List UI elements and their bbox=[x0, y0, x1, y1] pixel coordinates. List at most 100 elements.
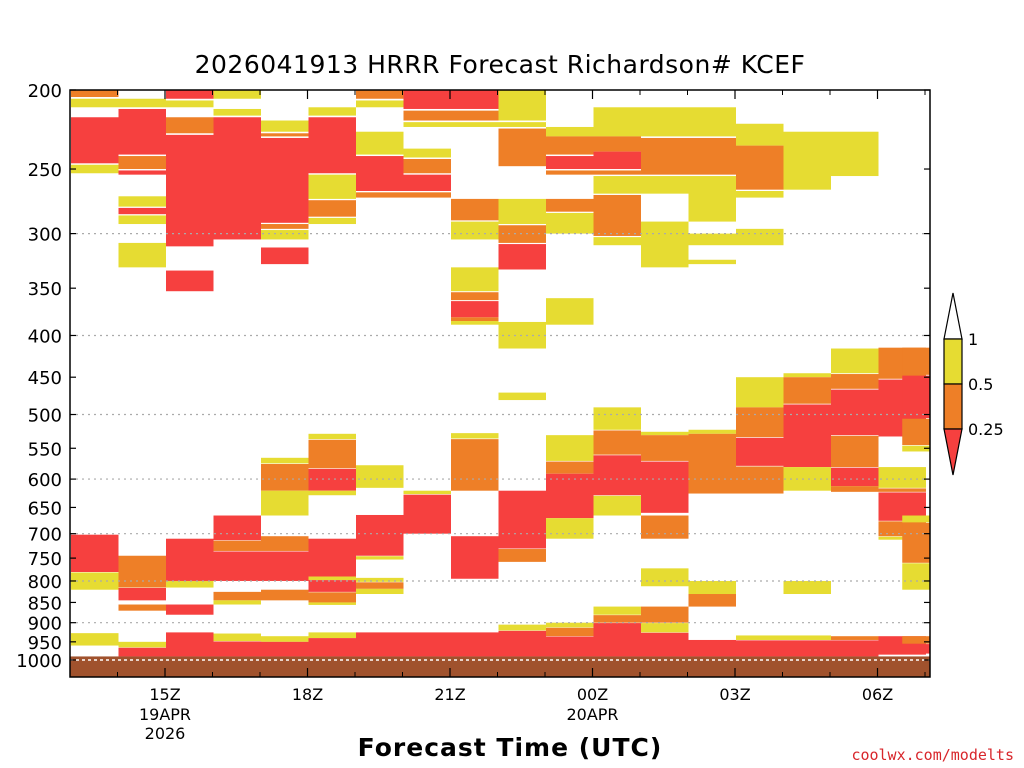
y-tick-label: 250 bbox=[28, 160, 62, 181]
heatmap-cell bbox=[261, 641, 309, 657]
heatmap-cell bbox=[261, 551, 309, 581]
heatmap-cell bbox=[403, 90, 451, 109]
ground-band bbox=[70, 656, 930, 677]
heatmap-cell bbox=[403, 110, 451, 121]
heatmap-cell bbox=[593, 455, 641, 496]
y-tick-label: 750 bbox=[28, 549, 62, 570]
heatmap-cell bbox=[166, 632, 214, 657]
heatmap-cell bbox=[641, 221, 689, 268]
heatmap-cell bbox=[498, 198, 546, 225]
heatmap-cell bbox=[831, 389, 879, 436]
heatmap-cell bbox=[451, 301, 499, 318]
heatmap-cell bbox=[783, 377, 831, 404]
heatmap-cell bbox=[498, 128, 546, 167]
heatmap-cell bbox=[451, 221, 499, 240]
heatmap-cell bbox=[356, 577, 404, 582]
heatmap-cell bbox=[831, 348, 879, 374]
heatmap-cell bbox=[736, 377, 784, 408]
heatmap-cell bbox=[356, 156, 404, 191]
heatmap-cell bbox=[451, 439, 499, 491]
heatmap-cell bbox=[403, 122, 451, 127]
x-axis-label: Forecast Time (UTC) bbox=[357, 733, 663, 762]
heatmap-cell bbox=[688, 429, 736, 434]
heatmap-cell bbox=[118, 207, 166, 215]
heatmap-cell bbox=[783, 467, 831, 491]
heatmap-cell bbox=[902, 644, 930, 654]
heatmap-cell bbox=[688, 137, 736, 175]
heatmap-cell bbox=[166, 270, 214, 292]
heatmap-cell bbox=[546, 627, 594, 637]
heatmap-cell bbox=[546, 461, 594, 474]
heatmap-cell bbox=[783, 580, 831, 595]
axes: 200 250 300 350 400 450 500 550 600 650 700 7508008… bbox=[16, 81, 931, 743]
heatmap-cell bbox=[213, 90, 261, 99]
heatmap-cell bbox=[831, 467, 879, 487]
heatmap-cell bbox=[213, 515, 261, 541]
heatmap-cell bbox=[356, 90, 404, 99]
heatmap-cell bbox=[403, 148, 451, 158]
heatmap-cell bbox=[451, 433, 499, 439]
heatmap-cell bbox=[498, 624, 546, 631]
heatmap-cell bbox=[688, 107, 736, 137]
heatmap-cell bbox=[261, 120, 309, 132]
heatmap-cell bbox=[498, 490, 546, 549]
heatmap-cell bbox=[546, 473, 594, 519]
heatmap-cell bbox=[451, 122, 499, 127]
heatmap-cell bbox=[261, 133, 309, 137]
legend-swatch-red bbox=[943, 428, 963, 476]
heatmap-cell bbox=[783, 404, 831, 468]
heatmap-cell bbox=[902, 445, 930, 452]
x-tick-label: 18Z bbox=[292, 685, 323, 704]
heatmap-cell bbox=[166, 538, 214, 581]
heatmap-cell bbox=[831, 374, 879, 389]
heatmap-cell bbox=[902, 515, 930, 523]
x-tick-label: 15Z bbox=[149, 685, 180, 704]
heatmap-cell bbox=[71, 90, 119, 98]
heatmap-cell bbox=[451, 632, 499, 657]
heatmap-cell bbox=[593, 615, 641, 623]
x-tick-sublabel: 2026 bbox=[145, 724, 186, 743]
heatmap-cell bbox=[451, 321, 499, 325]
heatmap-cell bbox=[308, 107, 356, 116]
heatmap-cell bbox=[641, 176, 689, 194]
heatmap-cell bbox=[261, 490, 309, 516]
heatmap-cell bbox=[213, 591, 261, 601]
heatmap-cell bbox=[736, 190, 784, 198]
heatmap-cell bbox=[641, 137, 689, 175]
heatmap-cell bbox=[902, 563, 930, 590]
legend-swatch-orange bbox=[943, 383, 963, 430]
heatmap-cell bbox=[831, 636, 879, 640]
heatmap-cell bbox=[902, 522, 930, 563]
y-tick-label: 950 bbox=[28, 633, 62, 654]
heatmap-cell bbox=[213, 633, 261, 642]
heatmap-cell bbox=[688, 233, 736, 246]
credit-text[interactable]: coolwx.com/modelts bbox=[851, 746, 1014, 764]
heatmap-cell bbox=[71, 534, 119, 573]
heatmap-cell bbox=[213, 108, 261, 116]
heatmap-cell bbox=[118, 215, 166, 225]
heatmap-cell bbox=[308, 538, 356, 577]
y-tick-label: 500 bbox=[28, 406, 62, 427]
heatmap-cell bbox=[118, 587, 166, 601]
heatmap-cell bbox=[308, 468, 356, 491]
heatmap-cell bbox=[356, 514, 404, 556]
heatmap-cell bbox=[902, 375, 930, 419]
heatmap-cell bbox=[546, 518, 594, 539]
x-tick-sublabel: 20APR bbox=[566, 705, 618, 724]
heatmap-cell bbox=[213, 551, 261, 581]
heatmap-cell bbox=[546, 156, 594, 170]
heatmap-cell bbox=[261, 536, 309, 551]
heatmap-cell bbox=[498, 244, 546, 270]
legend-swatch-above bbox=[943, 292, 963, 340]
legend-label: 1 bbox=[968, 330, 978, 349]
heatmap-cell bbox=[213, 641, 261, 657]
heatmap-cell bbox=[308, 439, 356, 469]
heatmap-cell bbox=[831, 486, 879, 492]
heatmap-cell bbox=[308, 174, 356, 199]
legend-swatch-yellow bbox=[943, 338, 963, 385]
heatmap-cell bbox=[308, 638, 356, 657]
heatmap-cell bbox=[71, 164, 119, 174]
heatmap-cell bbox=[403, 494, 451, 534]
heatmap-cell bbox=[593, 623, 641, 657]
legend-label: 0.5 bbox=[968, 375, 993, 394]
